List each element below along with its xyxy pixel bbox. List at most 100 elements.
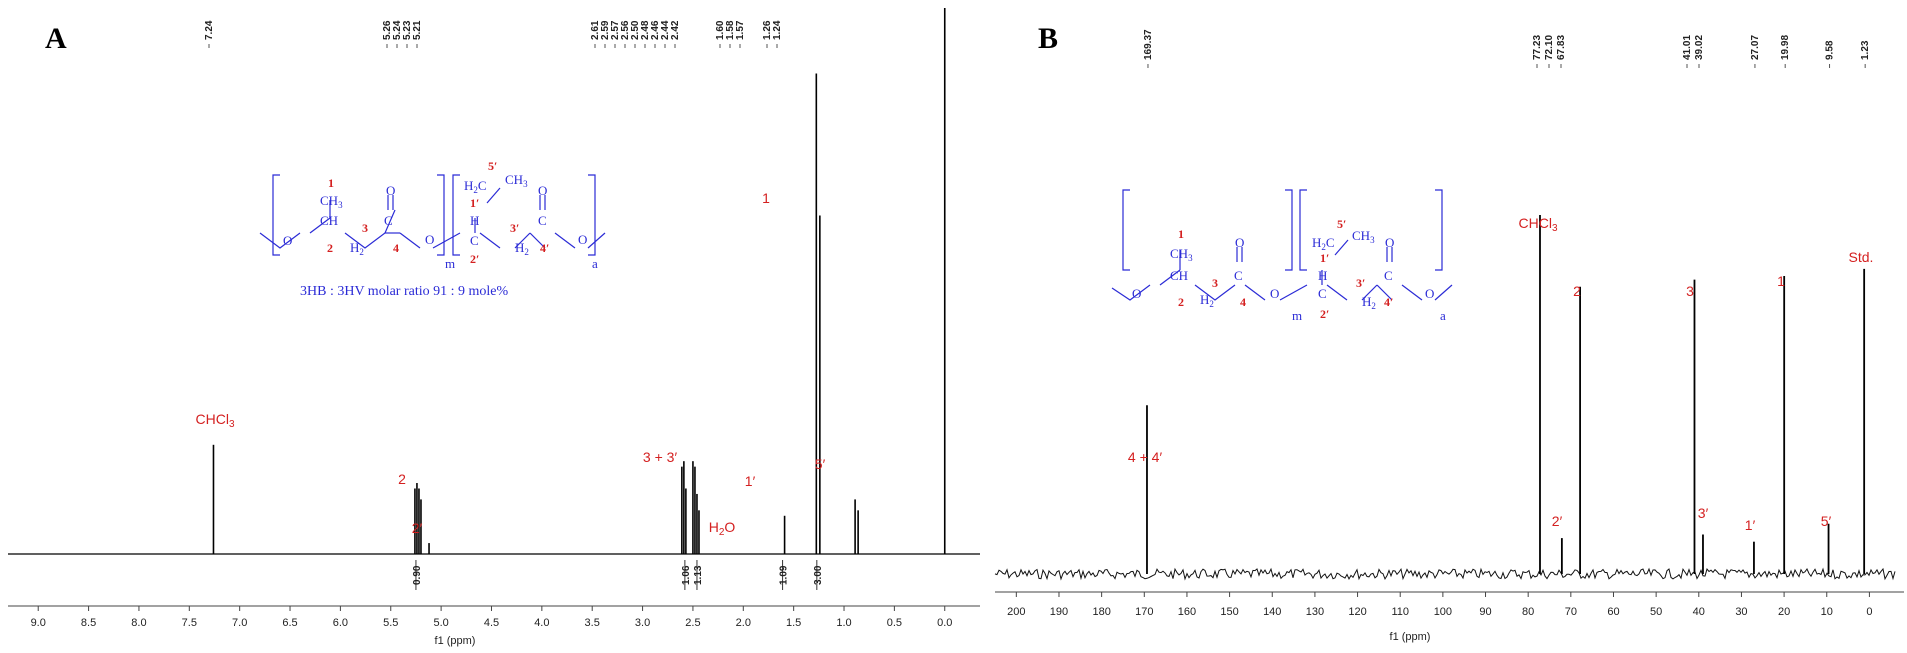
annotation-chcl3: CHCl3 bbox=[195, 411, 234, 430]
x-axis-ticks-a: 9.0 8.5 8.0 7.5 7.0 6.5 6.0 5.5 5.0 4.5 4.0 3.5 3.0 2… bbox=[31, 606, 952, 629]
peak-list-label: 7.24 bbox=[204, 20, 215, 40]
x-tick-label: 200 bbox=[1007, 606, 1025, 618]
struct-h-a: H bbox=[470, 213, 479, 228]
integral-value: 3.00 bbox=[813, 565, 824, 585]
struct-num-2prime: 2′ bbox=[470, 252, 479, 266]
struct-a-a: a bbox=[592, 256, 598, 271]
peak-list-label: 1.57 bbox=[735, 20, 746, 40]
x-tick-label: 5.0 bbox=[433, 617, 448, 629]
x-tick-label: 40 bbox=[1693, 606, 1705, 618]
annotation-1-b: 1 bbox=[1777, 273, 1785, 289]
x-tick-label: 3.5 bbox=[585, 617, 600, 629]
annotation-1prime-b: 1′ bbox=[1745, 517, 1756, 533]
struct-o-a4: O bbox=[538, 183, 547, 198]
x-tick-label: 100 bbox=[1434, 606, 1452, 618]
struct-num-3-b: 3 bbox=[1212, 276, 1218, 290]
struct-o-b5: O bbox=[1425, 286, 1434, 301]
x-tick-label: 8.0 bbox=[131, 617, 146, 629]
annotation-3prime-b: 3′ bbox=[1698, 505, 1709, 521]
x-tick-label: 10 bbox=[1821, 606, 1833, 618]
peak-list-label: 1.60 bbox=[715, 20, 726, 40]
panel-a-1h-nmr: A 9.0 8.5 8.0 7.5 7.0 6.5 6.0 5.5 5.0 4.5 4.0 3.5 3.… bbox=[8, 8, 980, 647]
struct-o-a5: O bbox=[578, 232, 587, 247]
struct-ch-b: CH bbox=[1170, 268, 1188, 283]
x-tick-label: 20 bbox=[1778, 606, 1790, 618]
x-tick-label: 60 bbox=[1607, 606, 1619, 618]
x-tick-label: 190 bbox=[1050, 606, 1068, 618]
integrals-a: 0.90 1.06 1.13 1.09 3.00 bbox=[412, 560, 824, 590]
struct-c-b2: C bbox=[1318, 286, 1327, 301]
x-axis-ticks-b: 200 190 180 170 160 150 140 130 120 110 100 90 80 70 6… bbox=[1007, 592, 1872, 618]
peak-list-label: 1.26 bbox=[762, 20, 773, 40]
integral-value: 1.09 bbox=[779, 565, 790, 585]
struct-num-4: 4 bbox=[393, 241, 399, 255]
peak-list-label: 2.61 bbox=[590, 20, 601, 40]
peak-list-label: 39.02 bbox=[1694, 35, 1705, 60]
peak-list-label: 67.83 bbox=[1556, 35, 1567, 60]
struct-ch3-a2: CH3 bbox=[505, 172, 528, 189]
struct-c-a3: C bbox=[538, 213, 547, 228]
x-tick-label: 80 bbox=[1522, 606, 1534, 618]
struct-o-b4: O bbox=[1385, 235, 1394, 250]
x-tick-label: 0.0 bbox=[937, 617, 952, 629]
struct-ch3-b: CH3 bbox=[1170, 246, 1193, 263]
struct-num-3prime-b: 3′ bbox=[1356, 276, 1365, 290]
struct-num-1: 1 bbox=[328, 176, 334, 190]
annotation-h2o: H2O bbox=[709, 519, 736, 538]
annotation-1prime: 1′ bbox=[745, 473, 756, 489]
x-tick-label: 150 bbox=[1220, 606, 1238, 618]
struct-c-a1: C bbox=[384, 213, 393, 228]
peak-list-label: 1.24 bbox=[772, 20, 783, 40]
struct-h2-a1: H2 bbox=[350, 240, 364, 257]
structure-labels-b: CH3 CH O H2 C O O m H2C CH3 H C H2 C O O… bbox=[1132, 217, 1446, 323]
x-tick-label: 110 bbox=[1391, 606, 1409, 618]
x-tick-label: 4.0 bbox=[534, 617, 549, 629]
peak-list-label: 2.48 bbox=[640, 20, 651, 40]
molar-ratio-text: 3HB : 3HV molar ratio 91 : 9 mole% bbox=[300, 284, 508, 299]
peak-list-label: 77.23 bbox=[1532, 35, 1543, 60]
struct-o-a1: O bbox=[283, 233, 292, 248]
annotation-3-3prime: 3 + 3′ bbox=[643, 449, 678, 465]
annotation-3-b: 3 bbox=[1686, 283, 1694, 299]
annotation-2prime-b: 2′ bbox=[1552, 513, 1563, 529]
struct-ch3-b2: CH3 bbox=[1352, 228, 1375, 245]
struct-h2c-a: H2C bbox=[464, 178, 487, 195]
peak-list-label: 72.10 bbox=[1544, 35, 1555, 60]
x-tick-label: 8.5 bbox=[81, 617, 96, 629]
integral-value: 1.13 bbox=[693, 565, 704, 585]
struct-h-b: H bbox=[1318, 268, 1327, 283]
spectrum-a bbox=[8, 8, 980, 555]
x-tick-label: 6.5 bbox=[282, 617, 297, 629]
peak-list-label: 2.59 bbox=[600, 20, 611, 40]
x-tick-label: 9.0 bbox=[31, 617, 46, 629]
structure-labels-a: CH3 CH O H2 C O O m H2C CH3 H C H2 C O O… bbox=[283, 159, 598, 299]
annotation-chcl3-b: CHCl3 bbox=[1518, 215, 1557, 234]
struct-ch-a: CH bbox=[320, 213, 338, 228]
struct-num-5prime-b: 5′ bbox=[1337, 217, 1346, 231]
struct-num-1-b: 1 bbox=[1178, 227, 1184, 241]
peak-list-label: 2.56 bbox=[620, 20, 631, 40]
peak-list-label: 169.37 bbox=[1143, 29, 1154, 60]
peak-list-label: 5.26 bbox=[382, 20, 393, 40]
struct-num-4-b: 4 bbox=[1240, 295, 1246, 309]
x-tick-label: 90 bbox=[1479, 606, 1491, 618]
struct-num-2prime-b: 2′ bbox=[1320, 307, 1329, 321]
struct-num-3: 3 bbox=[362, 221, 368, 235]
x-tick-label: 160 bbox=[1178, 606, 1196, 618]
x-tick-label: 50 bbox=[1650, 606, 1662, 618]
peak-list-label: 9.58 bbox=[1825, 40, 1836, 60]
peak-list-label: 2.50 bbox=[630, 20, 641, 40]
peak-list-label: 27.07 bbox=[1750, 35, 1761, 60]
peak-list-label: 1.58 bbox=[725, 20, 736, 40]
peak-list-label: 5.21 bbox=[412, 20, 423, 40]
spectrum-b bbox=[994, 215, 1896, 581]
x-tick-label: 5.5 bbox=[383, 617, 398, 629]
x-tick-label: 4.5 bbox=[484, 617, 499, 629]
baseline-b bbox=[994, 567, 1896, 581]
peak-list-label: 5.24 bbox=[392, 20, 403, 40]
x-tick-label: 3.0 bbox=[635, 617, 650, 629]
annotation-5prime: 5′ bbox=[815, 456, 826, 472]
peak-list-label: 2.42 bbox=[670, 20, 681, 40]
struct-m-a: m bbox=[445, 256, 455, 271]
